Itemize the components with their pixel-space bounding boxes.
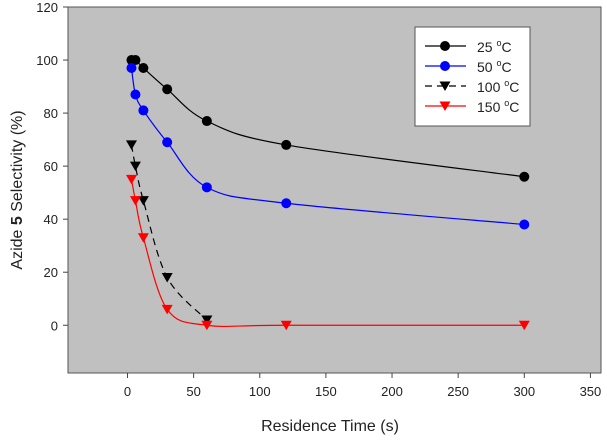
y-tick-label: 40 xyxy=(44,212,58,227)
series-100 xyxy=(125,140,213,325)
x-tick-label: 0 xyxy=(124,384,131,399)
data-point xyxy=(281,198,292,209)
data-point xyxy=(162,84,173,95)
data-point xyxy=(280,320,292,331)
data-point xyxy=(519,171,530,182)
data-point xyxy=(281,139,292,150)
data-point xyxy=(130,89,141,100)
data-point xyxy=(129,161,141,172)
series-25 xyxy=(126,55,530,182)
x-tick-label: 300 xyxy=(513,384,535,399)
data-point xyxy=(126,63,137,73)
data-point xyxy=(161,273,173,283)
legend-marker xyxy=(440,41,450,51)
data-point xyxy=(201,320,213,331)
series-group xyxy=(125,55,530,331)
y-tick-label: 100 xyxy=(36,53,58,68)
data-point xyxy=(201,182,212,193)
x-tick-label: 150 xyxy=(315,384,337,399)
legend-marker xyxy=(440,61,450,71)
series-150 xyxy=(125,174,530,331)
legend-marker xyxy=(439,81,451,91)
legend-label: 150 oC xyxy=(477,98,519,115)
data-point xyxy=(137,196,149,206)
axes: 0 50 100 150 200 250 300 350 0 20 40 60 80 100 120 xyxy=(36,0,601,399)
data-point xyxy=(125,140,137,150)
data-point xyxy=(138,105,149,116)
legend-marker xyxy=(439,101,451,111)
legend: 25 oC 50 oC 100 oC 150 oC xyxy=(414,26,531,127)
data-point xyxy=(129,196,141,206)
y-tick-label: 0 xyxy=(51,318,58,333)
legend-label: 100 oC xyxy=(477,78,519,95)
data-point xyxy=(201,315,213,325)
x-tick-label: 100 xyxy=(249,384,271,399)
legend-box xyxy=(414,26,531,127)
data-point xyxy=(125,174,137,185)
y-tick-label: 120 xyxy=(36,0,58,15)
legend-label: 50 oC xyxy=(477,58,512,75)
legend-label: 25 oC xyxy=(477,38,512,55)
data-point xyxy=(138,63,149,73)
x-tick-label: 50 xyxy=(186,384,200,399)
y-tick-label: 80 xyxy=(44,106,58,121)
y-tick-label: 20 xyxy=(44,265,58,280)
series-50 xyxy=(126,63,530,230)
x-tick-label: 200 xyxy=(381,384,403,399)
y-tick-label: 60 xyxy=(44,159,58,174)
x-tick-label: 350 xyxy=(580,384,602,399)
data-point xyxy=(130,55,141,66)
y-axis-label: Azide 5 Selectivity (%) xyxy=(9,110,26,269)
x-axis-label: Residence Time (s) xyxy=(261,418,399,435)
data-point xyxy=(137,233,149,243)
data-point xyxy=(518,320,530,331)
data-point xyxy=(201,116,212,127)
series-line xyxy=(130,144,208,321)
data-point xyxy=(161,304,173,315)
data-point xyxy=(162,137,173,148)
x-tick-label: 250 xyxy=(447,384,469,399)
data-point xyxy=(519,219,530,230)
